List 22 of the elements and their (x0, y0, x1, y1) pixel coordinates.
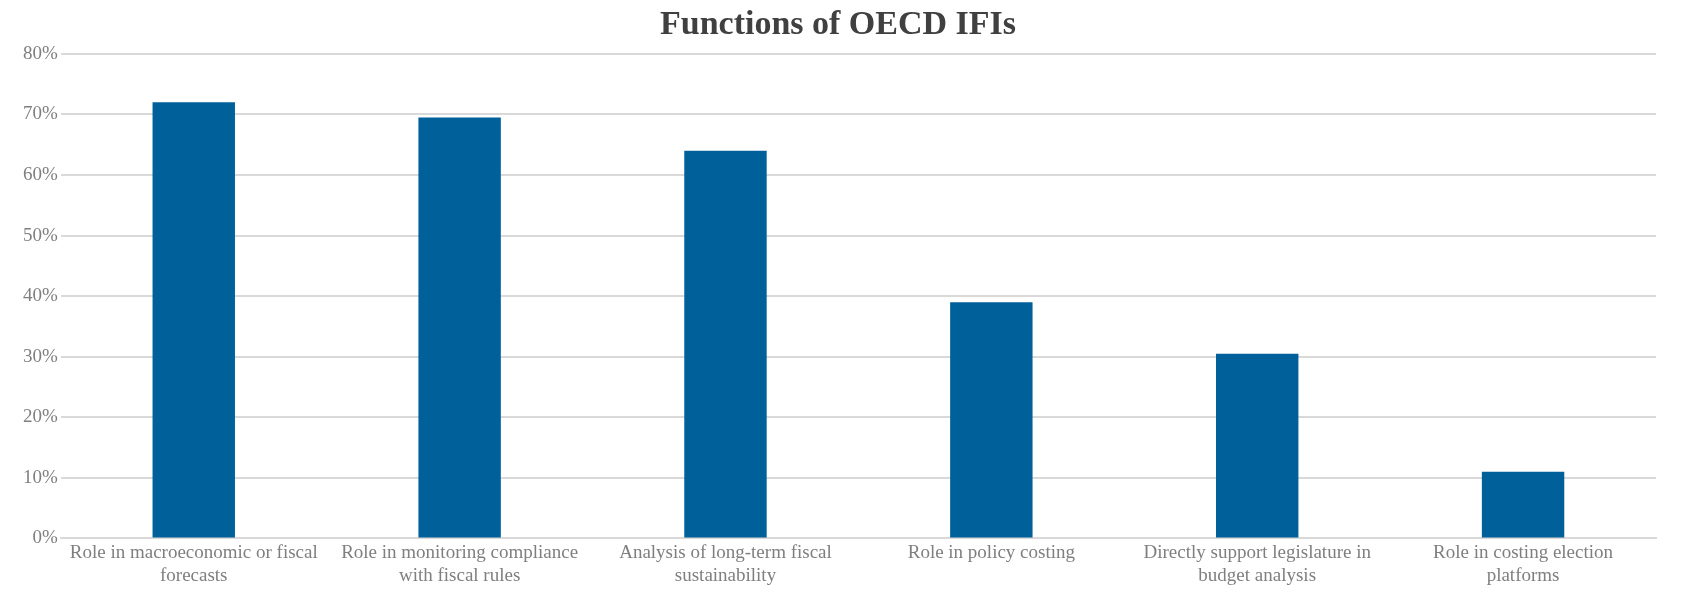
x-tick-label: Role in monitoring compliance with fiscal rules (341, 540, 579, 585)
bar (152, 102, 235, 538)
bar (1216, 353, 1299, 538)
y-tick-label: 40% (23, 284, 58, 306)
x-tick-label: Role in costing election platforms (1433, 540, 1614, 585)
x-tick-label: Directly support legislature in budget analysis (1143, 540, 1372, 585)
bar (950, 302, 1033, 538)
y-tick-label: 80% (23, 41, 58, 63)
chart-title: Functions of OECD IFIs (659, 4, 1017, 42)
y-tick-label: 30% (23, 344, 58, 366)
bar (684, 150, 767, 538)
bar (1481, 471, 1565, 538)
y-tick-label: 50% (23, 223, 58, 245)
bar (418, 117, 501, 538)
y-tick-label: 10% (23, 465, 58, 487)
y-tick-label: 60% (23, 162, 58, 184)
x-tick-label: Analysis of long-term fiscal sustainability (619, 540, 832, 585)
x-tick-label: Role in policy costing (907, 540, 1076, 562)
y-tick-label: 0% (32, 526, 58, 548)
x-tick-label: Role in macroeconomic or fiscal forecasts (69, 540, 318, 585)
y-tick-label: 20% (23, 405, 58, 427)
y-tick-label: 70% (23, 102, 58, 124)
